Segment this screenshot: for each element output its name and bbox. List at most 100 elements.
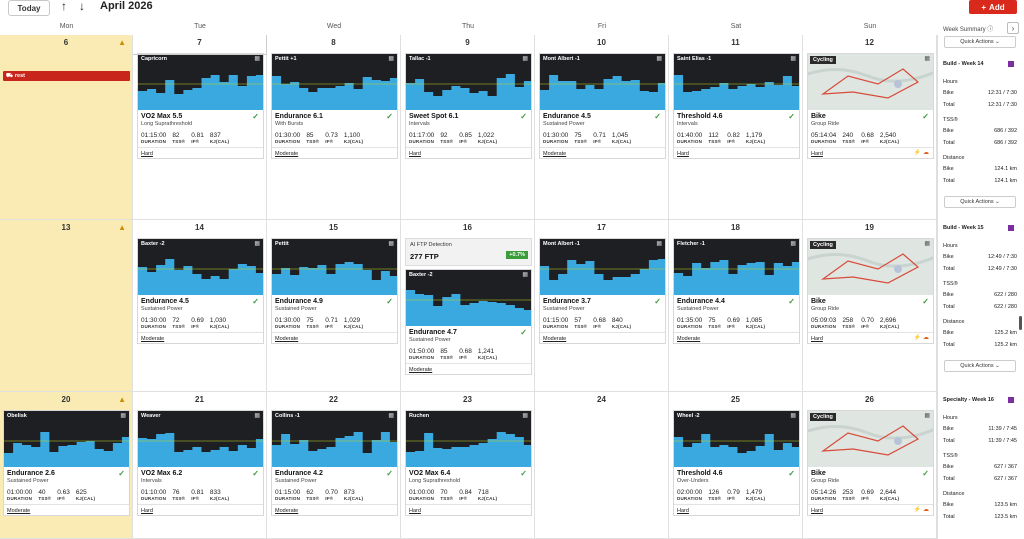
summary-label: Hours (943, 243, 958, 249)
workout-card[interactable]: Capricorn ▦ VO2 Max 5.5 Long Suprathreshold… (137, 53, 264, 159)
workout-card[interactable]: Weaver ▦ VO2 Max 6.2 Intervals ✓ 01:10:00 DURA… (137, 410, 264, 516)
difficulty-link[interactable]: Hard (677, 508, 689, 514)
weekday-fri: Fri (597, 23, 607, 30)
workout-info: Endurance 2.6 Sustained Power ✓ 01:00:00 DUR… (4, 467, 129, 501)
stat-label: IF® (593, 139, 602, 144)
stat-label: IF® (191, 324, 200, 329)
stat-duration: 01:50:00 DURATION (409, 348, 434, 360)
stat-duration: 01:15:00 DURATION (543, 317, 568, 329)
workout-card[interactable]: Pettit +1 ▦ Endurance 6.1 With Bursts ✓ 01:30… (271, 53, 398, 159)
difficulty-link[interactable]: Moderate (543, 151, 567, 157)
difficulty-link[interactable]: Hard (141, 151, 153, 157)
difficulty-link[interactable]: Moderate (275, 508, 299, 514)
stat-value: 625 (75, 489, 87, 496)
stat-label: DURATION (275, 496, 301, 501)
stat-kj: 840 KJ(CAL) (612, 317, 631, 329)
summary-value: 124.1 km (994, 166, 1017, 172)
ftp-detection-card[interactable]: AI FTP Detection 277 FTP +0.7% (405, 238, 532, 266)
stat-value: 0.81 (191, 132, 204, 139)
next-arrow-icon[interactable]: ↓ (79, 0, 85, 13)
stat-label: TSS® (842, 496, 856, 501)
summary-row: Bike 627 / 367 (943, 464, 1017, 470)
stat-kj: 873 KJ(CAL) (344, 489, 363, 501)
week-summary-panel: Quick Actions ⌄ Quick Actions ⌄ Quick Acti… (937, 35, 1024, 539)
workout-card[interactable]: Baxter -2 ▦ Endurance 4.7 Sustained Power ✓ 0… (405, 269, 532, 375)
workout-card[interactable]: Ruchen ▦ VO2 Max 6.4 Long Suprathreshold ✓ 01… (405, 410, 532, 516)
workout-card[interactable]: Baxter -2 ▦ Endurance 4.5 Sustained Power ✓ 0… (137, 238, 264, 344)
stat-value: 2,644 (879, 489, 897, 496)
previous-week-tail (133, 35, 267, 55)
warning-icon[interactable]: ▲ (118, 38, 126, 47)
workout-card[interactable]: Cycling ▦ Bike Group Ride ✓ 05:14:26 DURATION 2… (807, 410, 934, 516)
workout-stats: 01:17:00 DURATION 92 TSS® 0.85 IF® 1,022 KJ(CAL… (409, 132, 528, 144)
summary-label: Bike (943, 464, 954, 470)
stat-label: KJ(CAL) (477, 139, 498, 144)
workout-info: Bike Group Ride ✓ 05:14:26 DURATION 253 TSS® 0.… (808, 467, 933, 501)
difficulty-link[interactable]: Hard (409, 151, 421, 157)
quick-actions-button[interactable]: Quick Actions ⌄ (944, 360, 1016, 372)
workout-name: VO2 Max 5.5 (141, 113, 183, 120)
day-cell[interactable]: 24 (535, 392, 669, 539)
stat-label: KJ(CAL) (477, 355, 498, 360)
stat-kj: 1,029 KJ(CAL) (344, 317, 363, 329)
calendar-icon: ▦ (388, 56, 394, 62)
workout-graph-title: Ruchen (409, 413, 430, 419)
summary-row: Bike 12:49 / 7:30 (943, 254, 1017, 260)
workout-card[interactable]: Pettit ▦ Endurance 4.9 Sustained Power ✓ 01:3… (271, 238, 398, 344)
workout-info: VO2 Max 6.2 Intervals ✓ 01:10:00 DURATION 76 T… (138, 467, 263, 501)
difficulty-link[interactable]: Moderate (275, 151, 299, 157)
difficulty-link[interactable]: Moderate (141, 336, 165, 342)
workout-subtitle: Sustained Power (543, 306, 585, 312)
difficulty-link[interactable]: Hard (811, 151, 823, 157)
day-cell-monday[interactable]: 6 ▲ ⛟ rest (0, 35, 133, 220)
stat-value: 01:50:00 (409, 348, 435, 355)
workout-subtitle: Sustained Power (409, 337, 451, 343)
previous-arrow-icon[interactable]: ↑ (61, 0, 67, 13)
workout-card[interactable]: Wheel -2 ▦ Threshold 4.6 Over-Unders ✓ 02:00:… (673, 410, 800, 516)
difficulty-link[interactable]: Hard (141, 508, 153, 514)
summary-row: Total 622 / 280 (943, 304, 1017, 310)
workout-stats: 01:50:00 DURATION 85 TSS® 0.68 IF® 1,241 KJ(CAL… (409, 348, 528, 360)
stat-if: 0.70 IF® (325, 489, 338, 501)
workout-card[interactable]: Mont Albert -1 ▦ Endurance 4.5 Sustained Po… (539, 53, 666, 159)
workout-card[interactable]: Mont Albert -1 ▦ Endurance 3.7 Sustained Po… (539, 238, 666, 344)
workout-card[interactable]: Tallac -1 ▦ Sweet Spot 6.1 Intervals ✓ 01:17:… (405, 53, 532, 159)
day-number: 10 (597, 38, 606, 47)
difficulty-link[interactable]: Hard (811, 508, 823, 514)
week-summary-next-button[interactable]: › (1007, 22, 1019, 34)
difficulty-link[interactable]: Moderate (409, 367, 433, 373)
difficulty-link[interactable]: Moderate (677, 336, 701, 342)
stat-kj: 1,085 KJ(CAL) (746, 317, 765, 329)
quick-actions-button[interactable]: Quick Actions ⌄ (944, 196, 1016, 208)
rest-day-badge[interactable]: ⛟ rest (3, 71, 130, 81)
workout-graph: Obelisk ▦ (4, 411, 129, 467)
stat-if: 0.85 IF® (459, 132, 472, 144)
warning-icon[interactable]: ▲ (118, 395, 126, 404)
stat-label: KJ(CAL) (75, 496, 96, 501)
workout-card[interactable]: Cycling ▦ Bike Group Ride ✓ 05:09:03 DURATION 2… (807, 238, 934, 344)
difficulty-link[interactable]: Moderate (275, 336, 299, 342)
day-number: 24 (597, 395, 606, 404)
workout-card[interactable]: Cycling ▦ Bike Group Ride ✓ 05:14:04 DURATION 2… (807, 53, 934, 159)
stat-if: 0.71 IF® (325, 317, 338, 329)
stat-label: IF® (593, 324, 602, 329)
ftp-change-badge: +0.7% (506, 251, 528, 259)
quick-actions-button[interactable]: Quick Actions ⌄ (944, 36, 1016, 48)
workout-card[interactable]: Obelisk ▦ Endurance 2.6 Sustained Power ✓ 01:… (3, 410, 130, 516)
day-cell-monday[interactable]: 13 ▲ (0, 220, 133, 392)
workout-info: Endurance 4.7 Sustained Power ✓ 01:50:00 DUR… (406, 326, 531, 360)
difficulty-link[interactable]: Moderate (543, 336, 567, 342)
workout-card[interactable]: Collins -1 ▦ Endurance 4.2 Sustained Power ✓… (271, 410, 398, 516)
difficulty-link[interactable]: Moderate (7, 508, 31, 514)
difficulty-link[interactable]: Hard (677, 151, 689, 157)
difficulty-link[interactable]: Hard (811, 336, 823, 342)
workout-card[interactable]: Saint Elias -1 ▦ Threshold 4.6 Intervals ✓ 01… (673, 53, 800, 159)
difficulty-link[interactable]: Hard (409, 508, 421, 514)
add-button[interactable]: + Add (969, 0, 1017, 14)
stat-label: TSS® (708, 139, 722, 144)
today-button[interactable]: Today (8, 0, 50, 16)
warning-icon[interactable]: ▲ (118, 223, 126, 232)
calendar-icon: ▦ (924, 241, 930, 247)
workout-card[interactable]: Fletcher -1 ▦ Endurance 4.4 Sustained Power… (673, 238, 800, 344)
scrollbar[interactable] (1019, 316, 1022, 330)
